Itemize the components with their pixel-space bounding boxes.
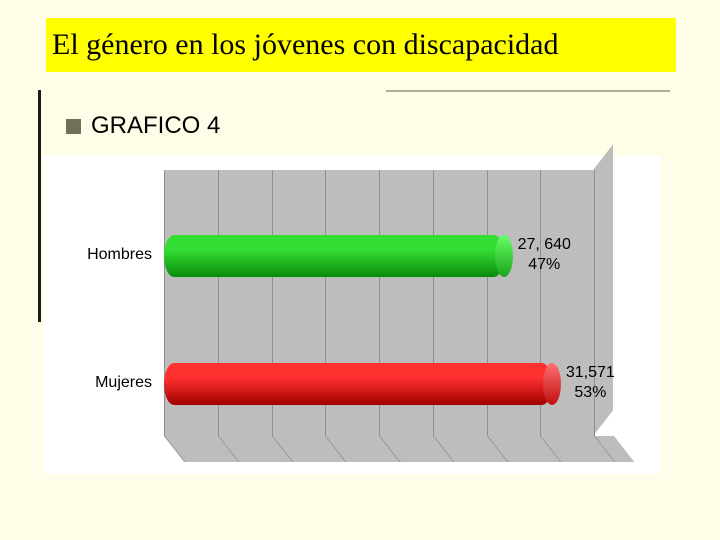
chart-data-label: 27, 64047% xyxy=(518,235,571,275)
chart-data-percent: 53% xyxy=(566,383,615,403)
chart-data-value: 31,571 xyxy=(566,363,615,383)
bullet-icon xyxy=(66,119,81,134)
chart-bar-cap xyxy=(495,235,513,277)
chart-plot-area: Hombres 27, 64047% Mujeres 31,57153% xyxy=(44,156,660,474)
slide-title: El género en los jóvenes con discapacida… xyxy=(52,28,558,62)
decor-horizontal-rule xyxy=(386,90,670,92)
bullet-row: GRAFICO 4 xyxy=(66,112,220,140)
chart-bar xyxy=(164,235,504,277)
slide: El género en los jóvenes con discapacida… xyxy=(0,0,720,540)
chart-data-percent: 47% xyxy=(518,255,571,275)
chart-bar-cap xyxy=(543,363,561,405)
title-band: El género en los jóvenes con discapacida… xyxy=(46,18,676,72)
chart-bar xyxy=(164,363,552,405)
chart-data-value: 27, 640 xyxy=(518,235,571,255)
chart-data-label: 31,57153% xyxy=(566,363,615,403)
chart-category-label: Mujeres xyxy=(52,374,152,392)
chart: Hombres 27, 64047% Mujeres 31,57153% xyxy=(44,156,660,474)
chart-category-label: Hombres xyxy=(52,246,152,264)
decor-vertical-rule xyxy=(38,90,41,322)
bullet-text: GRAFICO 4 xyxy=(91,112,220,140)
